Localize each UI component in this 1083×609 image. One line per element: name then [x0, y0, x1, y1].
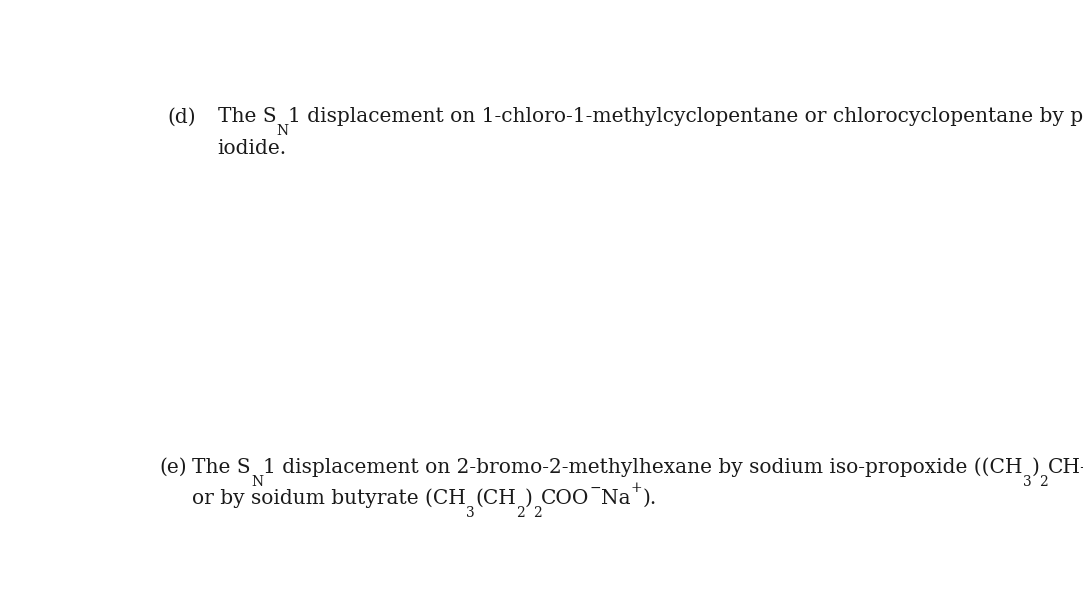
Text: ).: ). [642, 488, 656, 507]
Text: N: N [251, 475, 263, 489]
Text: ): ) [1031, 457, 1040, 477]
Text: COO: COO [542, 488, 590, 507]
Text: (e): (e) [159, 457, 186, 477]
Text: 3: 3 [1022, 475, 1031, 489]
Text: 2: 2 [533, 505, 542, 519]
Text: 2: 2 [516, 505, 524, 519]
Text: 3: 3 [467, 505, 475, 519]
Text: +: + [630, 481, 642, 495]
Text: (CH: (CH [475, 488, 516, 507]
Text: The S: The S [193, 457, 251, 477]
Text: N: N [276, 124, 288, 138]
Text: or by soidum butyrate (CH: or by soidum butyrate (CH [193, 488, 467, 507]
Text: 2: 2 [1040, 475, 1048, 489]
Text: iodide.: iodide. [218, 139, 287, 158]
Text: CH-O: CH-O [1048, 457, 1083, 477]
Text: 1 displacement on 1-chloro-1-methylcyclopentane or chlorocyclopentane by potassi: 1 displacement on 1-chloro-1-methylcyclo… [288, 107, 1083, 126]
Text: The S: The S [218, 107, 276, 126]
Text: Na: Na [601, 488, 630, 507]
Text: −: − [590, 481, 601, 495]
Text: 1 displacement on 2-bromo-2-methylhexane by sodium iso-propoxide ((CH: 1 displacement on 2-bromo-2-methylhexane… [263, 457, 1022, 477]
Text: (d): (d) [167, 107, 196, 126]
Text: ): ) [524, 488, 533, 507]
